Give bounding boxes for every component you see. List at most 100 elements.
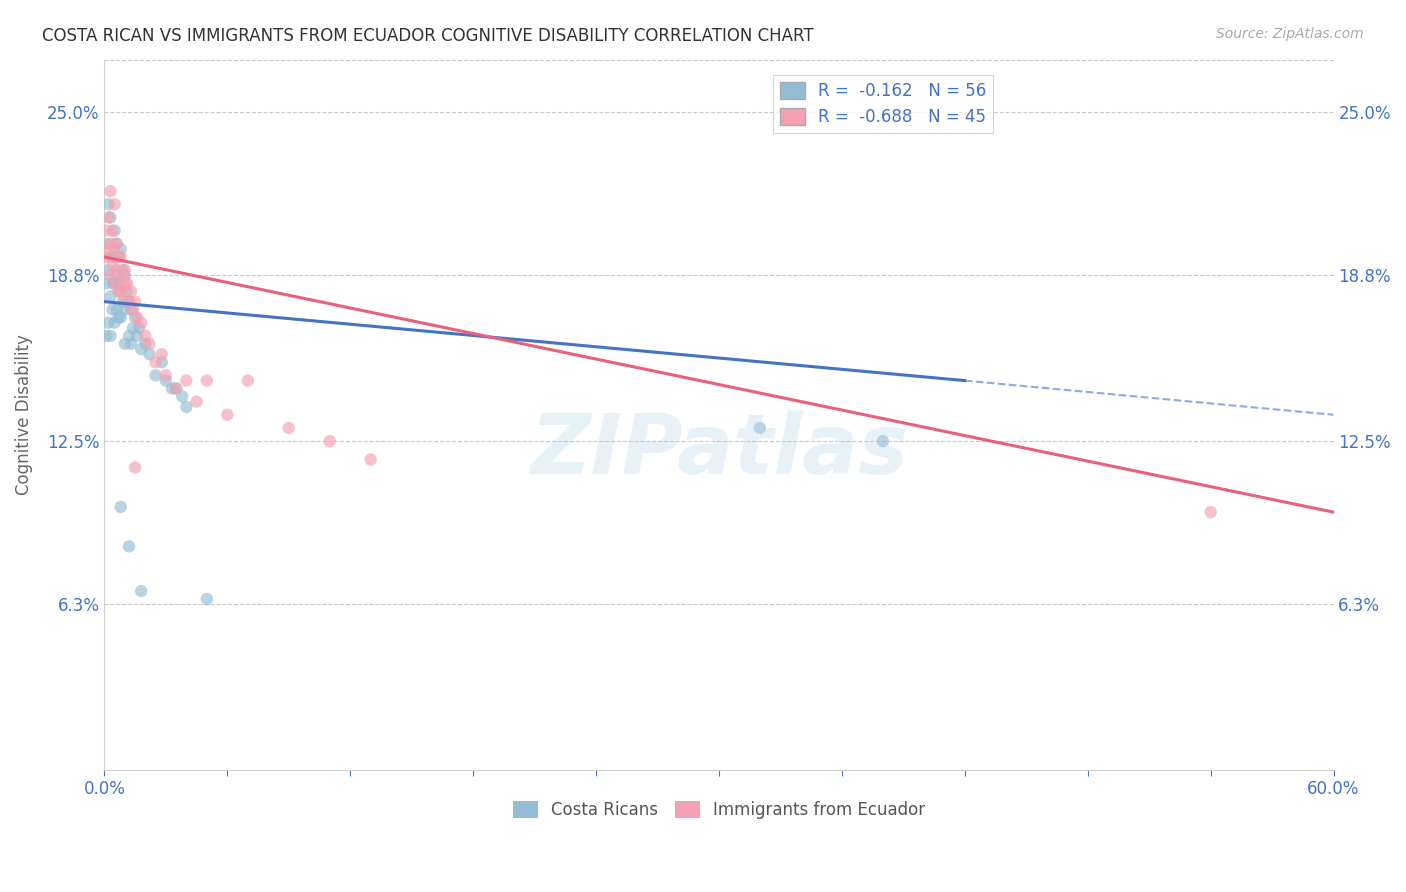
Point (150, 355, 173, 369)
Point (134, 329, 156, 343)
Point (236, 374, 259, 388)
Point (97, 242, 120, 256)
Point (122, 302, 145, 317)
Point (127, 310, 149, 325)
Point (176, 400, 198, 414)
Point (115, 277, 138, 291)
Point (97, 263, 120, 277)
Point (118, 294, 141, 309)
Point (872, 434, 894, 449)
Point (145, 355, 167, 369)
Point (319, 434, 342, 449)
Point (100, 236, 122, 251)
Point (1199, 505, 1222, 519)
Point (100, 211, 122, 225)
Point (104, 277, 127, 291)
Text: COSTA RICAN VS IMMIGRANTS FROM ECUADOR COGNITIVE DISABILITY CORRELATION CHART: COSTA RICAN VS IMMIGRANTS FROM ECUADOR C… (42, 27, 814, 45)
Point (110, 310, 132, 325)
Point (134, 336, 156, 351)
Point (138, 347, 160, 361)
Point (107, 250, 129, 264)
Point (111, 294, 134, 309)
Point (110, 284, 132, 298)
Point (127, 329, 149, 343)
Point (118, 540, 141, 554)
Y-axis label: Cognitive Disability: Cognitive Disability (15, 334, 32, 495)
Point (748, 421, 770, 435)
Point (104, 197, 127, 211)
Point (96, 277, 118, 291)
Point (107, 310, 129, 325)
Point (186, 394, 208, 409)
Point (101, 302, 124, 317)
Point (129, 342, 152, 356)
Point (195, 591, 218, 606)
Point (104, 242, 127, 256)
Point (129, 316, 152, 330)
Point (105, 268, 128, 283)
Point (105, 236, 128, 251)
Point (176, 374, 198, 388)
Point (97, 211, 120, 225)
Point (124, 310, 146, 325)
Point (115, 284, 138, 298)
Legend: Costa Ricans, Immigrants from Ecuador: Costa Ricans, Immigrants from Ecuador (506, 794, 932, 826)
Point (105, 263, 128, 277)
Point (128, 321, 150, 335)
Point (145, 368, 167, 383)
Point (155, 374, 177, 388)
Point (155, 368, 177, 383)
Point (172, 389, 194, 403)
Point (110, 277, 132, 291)
Point (111, 263, 134, 277)
Point (100, 329, 122, 343)
Point (101, 224, 124, 238)
Point (101, 258, 124, 272)
Point (118, 329, 141, 343)
Point (122, 321, 145, 335)
Point (124, 294, 146, 309)
Point (120, 284, 142, 298)
Point (97, 316, 120, 330)
Point (100, 289, 122, 303)
Point (138, 336, 160, 351)
Point (104, 250, 127, 264)
Point (97, 197, 120, 211)
Point (114, 294, 136, 309)
Point (118, 294, 141, 309)
Point (217, 408, 239, 422)
Point (104, 316, 127, 330)
Point (104, 224, 127, 238)
Point (107, 250, 129, 264)
Point (124, 460, 146, 475)
Point (110, 250, 132, 264)
Point (100, 184, 122, 198)
Point (114, 277, 136, 291)
Point (110, 500, 132, 514)
Point (120, 336, 142, 351)
Point (100, 268, 122, 283)
Point (107, 284, 129, 298)
Point (150, 347, 173, 361)
Point (165, 382, 187, 396)
Point (114, 268, 136, 283)
Point (114, 302, 136, 317)
Point (129, 584, 152, 599)
Point (165, 382, 187, 396)
Point (96, 250, 118, 264)
Point (105, 236, 128, 251)
Text: ZIPatlas: ZIPatlas (530, 409, 908, 491)
Point (120, 302, 142, 317)
Point (104, 277, 127, 291)
Text: Source: ZipAtlas.com: Source: ZipAtlas.com (1216, 27, 1364, 41)
Point (101, 250, 124, 264)
Point (107, 284, 129, 298)
Point (96, 329, 118, 343)
Point (111, 268, 134, 283)
Point (114, 336, 136, 351)
Point (160, 382, 183, 396)
Point (100, 250, 122, 264)
Point (195, 374, 218, 388)
Point (101, 277, 124, 291)
Point (110, 242, 132, 256)
